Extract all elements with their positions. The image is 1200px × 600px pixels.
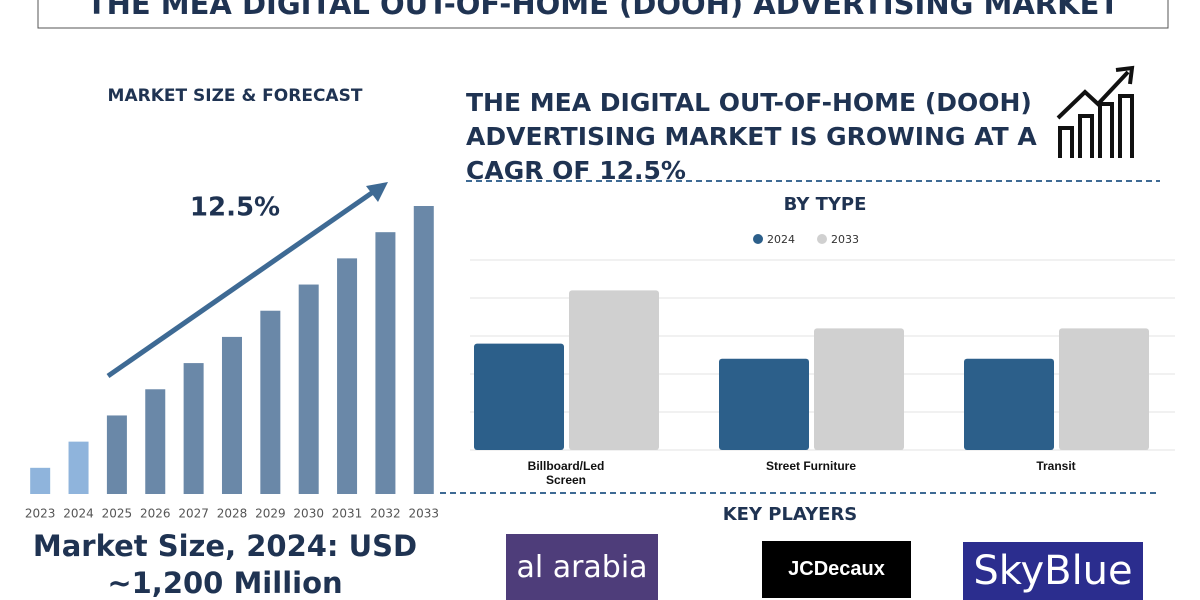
bar [814,328,904,450]
bar [145,389,166,494]
x-tick-label: 2024 [63,507,94,521]
x-tick-label: 2023 [25,507,56,521]
bar [569,290,659,450]
growth-arrow [106,187,378,379]
x-tick-label: 2033 [409,507,440,521]
chart-title: BY TYPE [784,194,867,215]
cagr-annotation: 12.5% [190,193,280,223]
logo: SkyBlue [963,542,1143,600]
page-title: THE MEA DIGITAL OUT-OF-HOME (DOOH) ADVER… [87,0,1120,21]
x-tick-label: 2025 [102,507,133,521]
bar [474,343,564,450]
bar [30,467,51,494]
panel-heading: MARKET SIZE & FORECAST [107,86,363,106]
bar [68,441,89,494]
headline: THE MEA DIGITAL OUT-OF-HOME (DOOH) ADVER… [466,88,1037,185]
x-tick-label: 2032 [370,507,401,521]
bar [964,358,1054,450]
market-size: Market Size, 2024: USD ~1,200 Million [32,529,418,600]
legend-label: 2024 [767,233,795,246]
growth-icon [1056,65,1135,158]
arrow-head [366,182,388,202]
bar [183,363,204,494]
x-tick-label: 2028 [217,507,248,521]
bar [221,336,242,494]
x-tick-label: 2026 [140,507,171,521]
key-players-title: KEY PLAYERS [722,504,858,525]
x-tick-label: 2029 [255,507,286,521]
x-tick-label: Billboard/Led Screen [527,459,605,487]
x-tick-label: Transit [1036,459,1076,473]
bar [337,258,358,494]
bar [298,284,319,494]
x-tick-label: 2030 [293,507,324,521]
x-tick-label: 2031 [332,507,363,521]
legend-swatch [753,234,763,244]
bar [260,310,281,494]
x-tick-label: 2027 [178,507,209,521]
logo: JCDecaux [762,541,911,598]
title-box [37,0,1169,29]
bar [106,415,127,494]
logo: al arabia [506,534,658,600]
legend-label: 2033 [831,233,859,246]
bar [375,232,396,494]
bar [1059,328,1149,450]
bar [719,358,809,450]
x-tick-label: Street Furniture [765,459,856,473]
legend-swatch [817,234,827,244]
bar [413,206,434,494]
